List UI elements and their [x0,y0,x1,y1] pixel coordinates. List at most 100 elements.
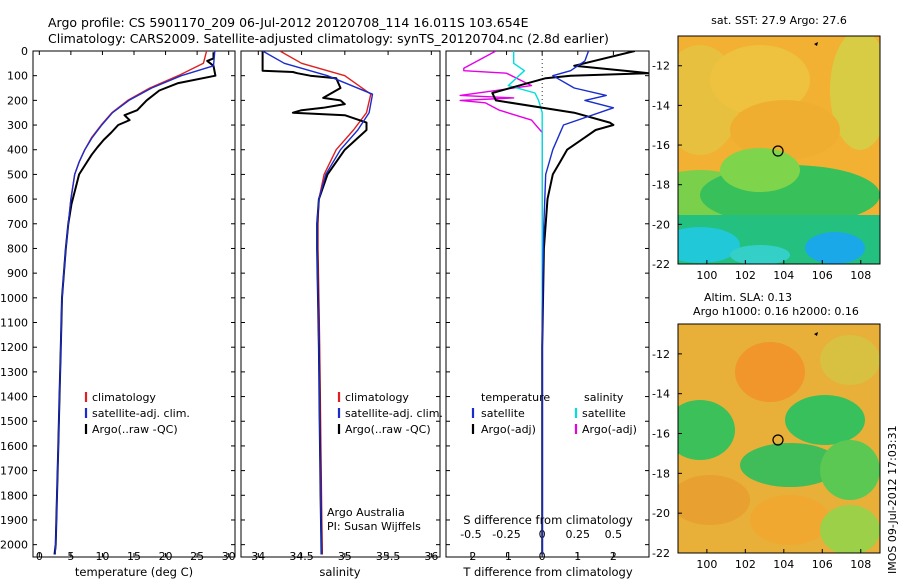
map-lat-tick-label: -16 [652,428,670,441]
sal-legend-satellite: satellite-adj. clim. [345,407,443,420]
depth-tick-label: 2000 [0,539,28,552]
map-ticks: -12 -14 -16 -18 -20 -22 100 102 104 106 108 -12 -14 -… [652,60,871,571]
map-lon-tick-label: 104 [773,558,794,571]
diff-legend-sal-argo: Argo(-adj) [582,423,637,436]
depth-tick-label: 0 [21,45,28,58]
salinity-xlabel: salinity [319,565,360,579]
salinity-annotation-line2: PI: Susan Wijffels [327,520,421,533]
depth-tick-label: 200 [7,94,28,107]
difference-series-satellite [541,51,615,555]
depth-tick-label: 900 [7,267,28,280]
difference-panel-frame [445,50,650,558]
figure-title-line2: Climatology: CARS2009. Satellite-adjuste… [48,31,609,46]
x-tick-label: 5 [67,550,74,563]
sst-map-small-marker [814,42,818,46]
map-lon-tick-label: 106 [812,558,833,571]
sal-legend-argo: Argo(..raw -QC) [345,423,431,436]
x-tick-label: 25 [190,550,204,563]
temperature-series-argo-raw-qc- [53,52,217,555]
temperature-panel-frame [32,50,236,558]
sst-map-argo-marker [772,145,784,157]
sla-map-title-line2: Argo h1000: 0.16 h2000: 0.16 [693,305,859,318]
map-lon-tick-label: 104 [773,269,794,282]
x-tick-label: 20 [159,550,173,563]
sla-map-title-line1: Altim. SLA: 0.13 [704,291,792,304]
axes-group: 0100200300400500600700800900100011001200… [0,45,649,563]
temperature-series-satellite-adj-clim- [54,51,216,555]
map-lat-tick-label: -12 [652,348,670,361]
salinity-annotation-line1: Argo Australia [327,506,405,519]
map-lat-tick-label: -14 [652,99,670,112]
depth-tick-label: 1400 [0,391,28,404]
s-diff-tick-label: 0.25 [566,528,591,541]
depth-tick-label: 1700 [0,465,28,478]
sla-map-small-marker [814,332,818,336]
temp-legend-argo: Argo(..raw -QC) [92,423,178,436]
diff-xlabel-t: T difference from climatology [462,565,633,579]
depth-tick-label: 1100 [0,317,28,330]
s-diff-tick-label: -0.25 [492,528,520,541]
map-lat-tick-label: -20 [652,218,670,231]
map-lat-tick-label: -12 [652,60,670,73]
x-tick-label: 1 [574,550,581,563]
map-lon-tick-label: 102 [735,269,756,282]
sla-map-argo-marker [772,434,784,446]
sst-map-field [678,36,880,264]
map-lat-tick-label: -22 [652,258,670,271]
sst-map-title: sat. SST: 27.9 Argo: 27.6 [711,14,847,27]
difference-series-argo-adj- [459,51,543,555]
depth-tick-label: 1500 [0,415,28,428]
map-lat-tick-label: -20 [652,507,670,520]
x-tick-label: 10 [95,550,109,563]
sal-legend-climatology: climatology [345,391,409,404]
diff-legend-temp-argo: Argo(-adj) [481,423,536,436]
diff-legend-temp-header: temperature [481,391,550,404]
sst-map-frame [677,35,881,265]
x-tick-label: 36 [424,550,438,563]
map-lon-tick-label: 102 [735,558,756,571]
depth-tick-label: 1000 [0,292,28,305]
difference-series-argo-adj- [491,51,649,555]
map-lat-tick-label: -16 [652,139,670,152]
x-tick-label: 2 [610,550,617,563]
x-tick-label: -2 [465,550,476,563]
x-tick-label: 0 [36,550,43,563]
depth-tick-label: 300 [7,119,28,132]
map-lon-tick-label: 108 [850,269,871,282]
x-tick-label: 30 [222,550,236,563]
series-group [53,51,649,555]
salinity-series-argo-raw-qc- [261,51,368,555]
x-tick-label: 34 [251,550,265,563]
depth-tick-label: 600 [7,193,28,206]
salinity-series-climatology [279,51,372,555]
depth-tick-label: 1900 [0,514,28,527]
depth-tick-label: 1600 [0,440,28,453]
x-tick-label: 15 [127,550,141,563]
s-diff-tick-label: 0.5 [605,528,623,541]
depth-tick-label: 100 [7,70,28,83]
map-lat-tick-label: -18 [652,179,670,192]
timestamp: IMOS 09-Jul-2012 17:03:31 [886,425,899,574]
diff-legend-sal-header: salinity [584,391,624,404]
map-lon-tick-label: 106 [812,269,833,282]
salinity-panel-frame [240,50,441,558]
x-tick-label: -1 [501,550,512,563]
map-lat-tick-label: -18 [652,467,670,480]
difference-legend: temperature salinity satellite Argo(-adj… [471,391,637,436]
depth-tick-label: 1800 [0,489,28,502]
temperature-xlabel: temperature (deg C) [75,565,193,579]
salinity-legend: climatology satellite-adj. clim. Argo(..… [337,391,443,436]
depth-tick-label: 400 [7,144,28,157]
depth-tick-label: 1300 [0,366,28,379]
x-tick-label: 35.5 [376,550,401,563]
map-lat-tick-label: -22 [652,547,670,560]
depth-tick-label: 700 [7,218,28,231]
x-tick-label: 35 [338,550,352,563]
salinity-series-satellite-adj-clim- [262,51,374,555]
map-lon-tick-label: 100 [696,269,717,282]
depth-tick-label: 800 [7,242,28,255]
x-tick-label: 34.5 [289,550,314,563]
diff-legend-sal-sat: satellite [582,407,626,420]
diff-xlabel-s: S difference from climatology [463,513,633,527]
